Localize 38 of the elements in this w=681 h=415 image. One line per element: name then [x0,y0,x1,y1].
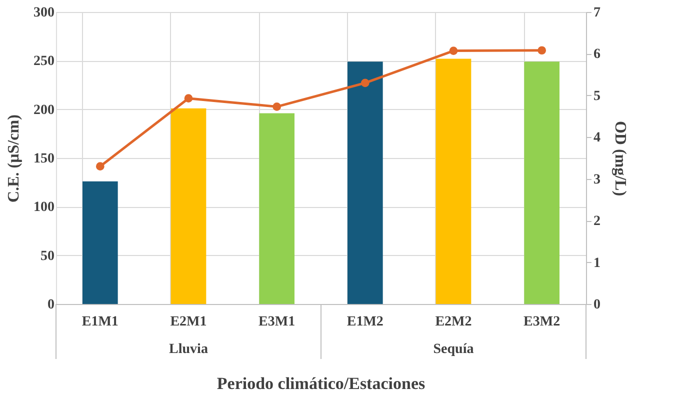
y-tick-label: 300 [34,6,54,20]
y-tick-label: 250 [34,54,54,70]
y2-tick-label: 5 [594,88,600,104]
y2-tick-label: 6 [594,47,600,62]
bar [348,62,383,304]
point [538,46,546,55]
point [96,162,104,171]
bar [524,62,560,304]
y-tick-label: 200 [34,102,54,118]
y-tick-label: 50 [40,248,54,264]
x-tick-label: E3M1 [258,314,296,330]
y2-axis-title: OD (mg/L) [612,120,628,196]
y-tick-label: 100 [34,200,54,216]
point [449,46,458,55]
x-tick-label: E2M2 [435,314,472,330]
x-tick-label: E1M1 [82,314,118,330]
bar [259,113,294,304]
point [360,78,370,88]
y-axis-title: C.E. (µS/cm) [6,114,22,202]
x-tick-label: E3M2 [524,314,560,330]
y-tick-label: 150 [34,152,54,166]
bar [170,108,206,304]
point [184,94,193,103]
y-tick-label: 0 [48,298,54,312]
y2-tick-label: 0 [594,298,600,312]
y2-tick-label: 1 [594,256,600,271]
y2-tick-label: 7 [594,6,600,20]
bar [82,181,118,304]
x-axis-title: Periodo climático/Estaciones [216,374,426,393]
text: Sequía [433,342,474,357]
point [272,102,282,111]
y2-tick-label: 3 [594,172,600,188]
y2-tick-label: 4 [594,130,600,146]
x-tick-label: E1M2 [346,314,384,330]
bar [436,58,472,304]
y2-tick-label: 2 [594,214,600,230]
x-tick-label: E2M1 [170,314,207,330]
text: Lluvia [169,342,208,357]
